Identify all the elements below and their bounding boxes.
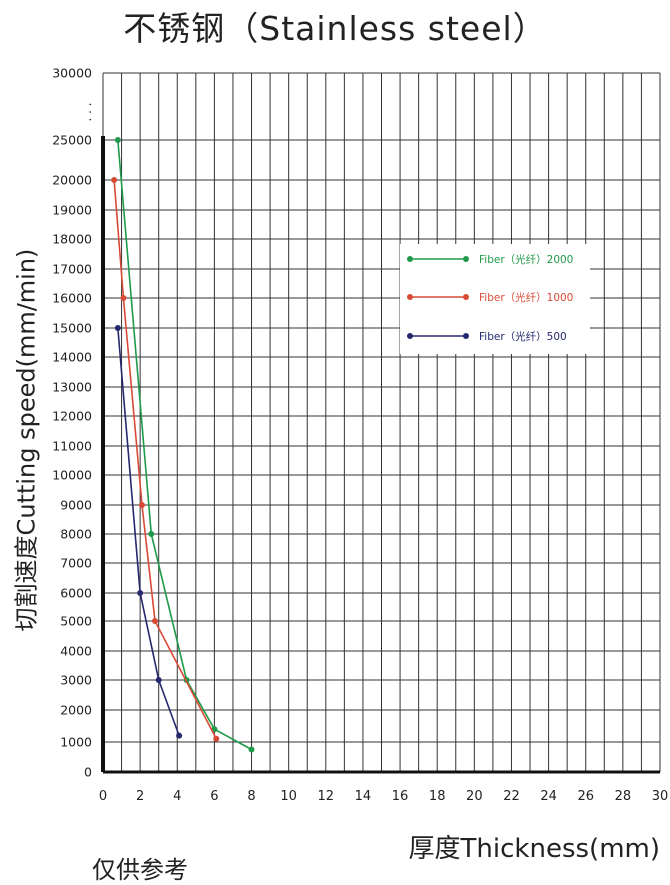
- y-tick-label: 6000: [60, 586, 92, 601]
- data-point: [114, 325, 121, 331]
- data-point: [155, 677, 162, 683]
- x-tick-label: 4: [173, 789, 181, 804]
- y-tick-label: 9000: [60, 498, 92, 513]
- y-tick-label: 0: [84, 765, 92, 780]
- chart-title: 不锈钢（Stainless steel）: [123, 9, 547, 48]
- x-tick-label: 18: [429, 789, 446, 804]
- data-point: [138, 502, 145, 508]
- series-line: [117, 139, 252, 751]
- legend-label: Fiber（光纤）1000: [479, 291, 573, 304]
- y-tick-label: 18000: [52, 232, 92, 247]
- y-tick-label: 3000: [60, 673, 92, 688]
- data-point: [148, 531, 155, 537]
- data-point: [176, 732, 183, 739]
- legend-marker: [407, 256, 413, 262]
- y-tick-label: 12000: [52, 409, 92, 424]
- x-tick-label: 30: [652, 789, 669, 804]
- x-tick-label: 22: [503, 789, 520, 804]
- x-tick-label: 12: [318, 789, 335, 804]
- legend-marker: [463, 256, 469, 262]
- x-tick-label: 2: [136, 789, 144, 804]
- y-tick-label: 20000: [52, 173, 92, 188]
- y-tick-label: 1000: [60, 735, 92, 750]
- legend-label: Fiber（光纤）500: [479, 330, 567, 343]
- y-tick-label: 25000: [52, 133, 92, 148]
- x-axis-label: 厚度Thickness(mm): [408, 834, 660, 864]
- x-tick-label: 26: [577, 789, 594, 804]
- y-tick-label: 30000: [52, 66, 92, 81]
- y-tick-label: 14000: [52, 350, 92, 365]
- data-point: [248, 746, 255, 753]
- y-tick-label: 5000: [60, 614, 92, 629]
- x-tick-label: 24: [540, 789, 557, 804]
- y-tick-label: 2000: [60, 703, 92, 718]
- x-tick-label: 28: [615, 789, 632, 804]
- data-point: [111, 177, 118, 183]
- data-point: [114, 137, 121, 143]
- x-tick-label: 6: [210, 789, 218, 804]
- y-tick-label: 11000: [52, 439, 92, 454]
- series-line: [117, 327, 180, 736]
- y-tick-label: 19000: [52, 203, 92, 218]
- x-tick-label: 14: [355, 789, 372, 804]
- data-point: [120, 295, 127, 301]
- legend-marker: [407, 333, 413, 339]
- data-point: [137, 590, 144, 596]
- y-tick-label: 4000: [60, 644, 92, 659]
- legend-marker: [463, 294, 469, 300]
- data-point: [151, 618, 158, 624]
- x-tick-label: 0: [99, 789, 107, 804]
- x-tick-label: 10: [280, 789, 297, 804]
- y-tick-label: 10000: [52, 468, 92, 483]
- y-axis-break-marker: · · ·: [83, 102, 97, 121]
- legend-marker: [407, 294, 413, 300]
- x-tick-label: 8: [247, 789, 255, 804]
- y-tick-label: 15000: [52, 321, 92, 336]
- x-tick-label: 20: [466, 789, 483, 804]
- x-tick-label: 16: [392, 789, 409, 804]
- y-tick-label: 8000: [60, 527, 92, 542]
- y-tick-label: 17000: [52, 262, 92, 277]
- y-tick-label: 13000: [52, 380, 92, 395]
- legend-label: Fiber（光纤）2000: [479, 253, 573, 266]
- y-tick-label: 7000: [60, 556, 92, 571]
- y-tick-label: 16000: [52, 291, 92, 306]
- footnote: 仅供参考: [92, 856, 188, 884]
- legend-marker: [463, 333, 469, 339]
- data-point: [213, 735, 220, 742]
